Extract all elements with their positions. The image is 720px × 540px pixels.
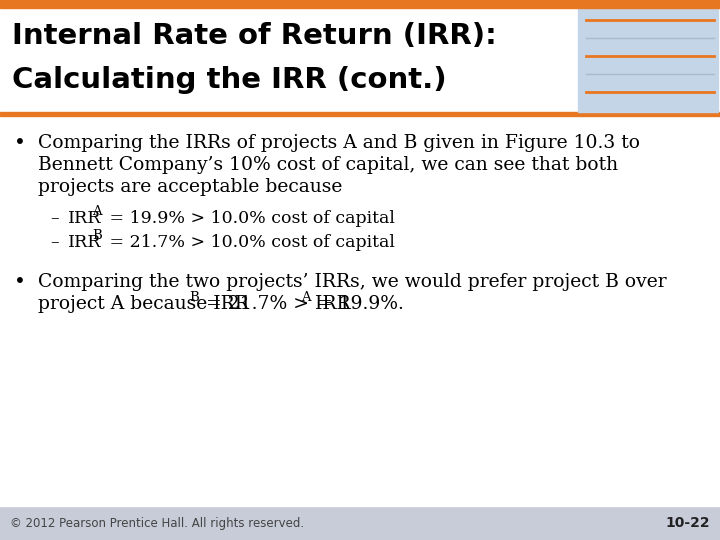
Text: Internal Rate of Return (IRR):: Internal Rate of Return (IRR): [12,22,497,50]
Text: –: – [50,234,58,251]
Text: = 21.7% > IRR: = 21.7% > IRR [199,295,351,313]
Text: = 21.7% > 10.0% cost of capital: = 21.7% > 10.0% cost of capital [104,234,395,251]
Bar [0,0,720,8]
Text: IRR: IRR [68,210,102,227]
Text: 10-22: 10-22 [665,516,710,530]
Text: B: B [92,230,102,242]
Bar [578,8,718,112]
Text: Comparing the IRRs of projects A and B given in Figure 10.3 to: Comparing the IRRs of projects A and B g… [38,134,640,152]
Bar [0,8,720,116]
Bar [0,506,720,540]
Text: –: – [50,210,58,227]
Text: Bennett Company’s 10% cost of capital, we can see that both: Bennett Company’s 10% cost of capital, w… [38,156,618,174]
Text: Comparing the two projects’ IRRs, we would prefer project B over: Comparing the two projects’ IRRs, we wou… [38,273,667,291]
Text: B: B [189,291,199,303]
Text: project A because IRR: project A because IRR [38,295,249,313]
Bar [0,116,720,506]
Text: projects are acceptable because: projects are acceptable because [38,178,343,195]
Text: = 19.9%.: = 19.9%. [311,295,404,313]
Text: A: A [92,205,102,218]
Bar [0,112,720,116]
Text: © 2012 Pearson Prentice Hall. All rights reserved.: © 2012 Pearson Prentice Hall. All rights… [10,516,304,530]
Text: = 19.9% > 10.0% cost of capital: = 19.9% > 10.0% cost of capital [104,210,395,227]
Text: IRR: IRR [68,234,102,251]
Text: A: A [301,291,310,303]
Text: •: • [14,273,26,292]
Text: Calculating the IRR (cont.): Calculating the IRR (cont.) [12,66,446,94]
Text: •: • [14,134,26,153]
